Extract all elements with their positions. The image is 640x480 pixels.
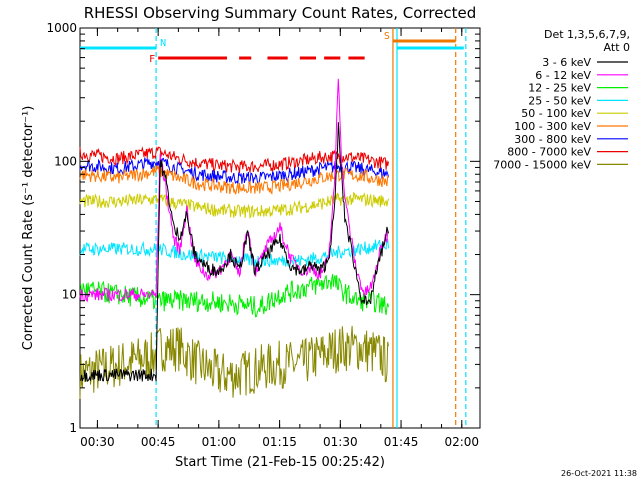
- legend-label-1: 6 - 12 keV: [535, 69, 591, 82]
- legend-label-0: 3 - 6 keV: [542, 56, 591, 69]
- chart-title: RHESSI Observing Summary Count Rates, Co…: [84, 4, 477, 22]
- legend-header-line-1: Det 1,3,5,6,7,9,: [544, 28, 630, 41]
- x-tick-label-2: 01:00: [202, 435, 237, 449]
- flag-label-N: N: [160, 38, 166, 49]
- y-tick-label-0: 1: [69, 421, 77, 435]
- legend-label-6: 300 - 800 keV: [514, 133, 591, 146]
- x-tick-label-4: 01:30: [323, 435, 358, 449]
- flag-label-S: S: [384, 31, 390, 42]
- series-line-5: [79, 165, 389, 195]
- x-tick-label-1: 00:45: [141, 435, 176, 449]
- flag-bars: NF S: [80, 31, 464, 65]
- vertical-markers: [155, 28, 467, 428]
- x-tick-label-3: 01:15: [262, 435, 297, 449]
- series-line-2: [79, 274, 389, 318]
- y-axis-label: Corrected Count Rate (s⁻¹ detector⁻¹): [21, 106, 36, 351]
- legend-label-2: 12 - 25 keV: [528, 82, 591, 95]
- series-line-3: [79, 238, 389, 269]
- y-tick-label-2: 100: [54, 154, 77, 168]
- series-line-6: [79, 157, 389, 186]
- series-line-1: [79, 78, 389, 303]
- timestamp: 26-Oct-2021 11:38: [561, 469, 637, 478]
- y-tick-label-3: 1000: [46, 21, 77, 35]
- legend-label-4: 50 - 100 keV: [521, 107, 591, 120]
- flag-label-F: F: [149, 54, 155, 65]
- series-line-8: [79, 325, 389, 399]
- legend-header-line-2: Att 0: [604, 41, 630, 54]
- series-line-0: [79, 122, 389, 382]
- legend-label-8: 7000 - 15000 keV: [493, 158, 591, 171]
- legend-label-3: 25 - 50 keV: [528, 94, 591, 107]
- series-layer: [79, 78, 389, 399]
- x-tick-label-6: 02:00: [444, 435, 479, 449]
- legend-label-5: 100 - 300 keV: [514, 120, 591, 133]
- legend-label-7: 800 - 7000 keV: [507, 146, 591, 159]
- x-tick-label-5: 01:45: [384, 435, 419, 449]
- y-tick-label-1: 10: [62, 288, 77, 302]
- x-axis-label: Start Time (21-Feb-15 00:25:42): [175, 455, 385, 470]
- series-line-4: [79, 191, 389, 220]
- x-tick-label-0: 00:30: [80, 435, 115, 449]
- axes: 00:30 00:45 01:00 01:15 01:30 01:45 02:00 1 10 10…: [46, 21, 480, 449]
